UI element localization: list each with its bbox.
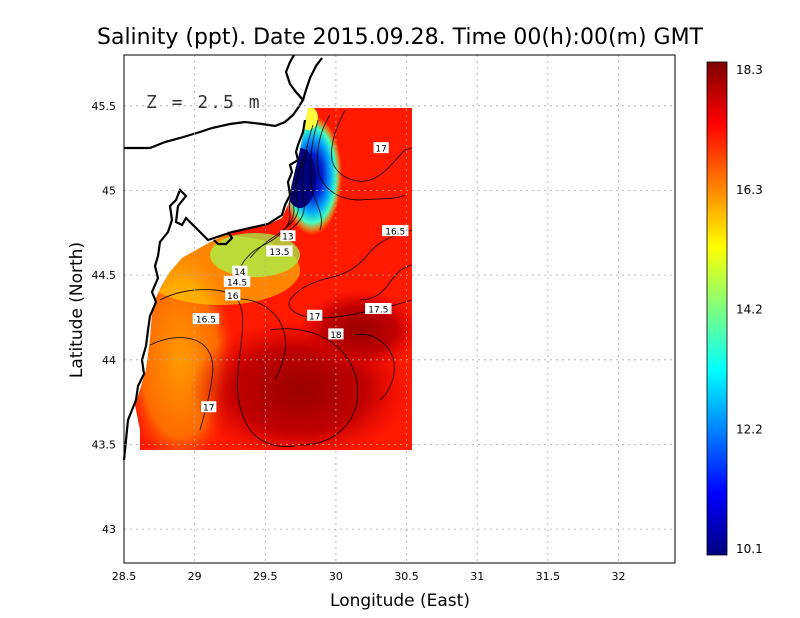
contour-label: 17 — [375, 145, 386, 155]
contour-label: 17.5 — [368, 306, 388, 316]
contour-label-bg — [365, 303, 392, 314]
depth-label: Z = 2.5 m — [146, 92, 262, 113]
y-axis-ticks: 43 43.5 44 44.5 45 45.5 — [92, 100, 117, 536]
colorbar-tick-label: 14.2 — [736, 303, 763, 317]
coastline — [122, 54, 323, 461]
contour-label-bg — [266, 245, 293, 257]
contour-label-bg — [328, 328, 344, 340]
x-tick-label: 30 — [329, 570, 343, 583]
x-axis-ticks: 28.5 29 29.5 30 30.5 31 31.5 32 — [112, 570, 626, 583]
x-tick-label: 28.5 — [112, 570, 137, 583]
contour-label: 14 — [234, 268, 246, 278]
y-tick-label: 44.5 — [92, 269, 117, 282]
y-tick-label: 45.5 — [92, 100, 117, 113]
colorbar-tick-label: 16.3 — [736, 183, 763, 197]
contour-label: 13 — [282, 233, 293, 243]
contour-label-bg — [223, 275, 251, 287]
colorbar-ticks: 18.3 16.3 14.2 12.2 10.1 — [736, 63, 763, 556]
colorbar-ramp — [706, 61, 728, 556]
contour-label: 17 — [309, 312, 320, 322]
land-mask — [124, 55, 305, 148]
contour-label: 13.5 — [269, 248, 289, 258]
contour-label: 14.5 — [227, 278, 247, 288]
y-tick-label: 43.5 — [92, 438, 117, 451]
x-tick-label: 30.5 — [394, 570, 419, 583]
contour-label-bg — [280, 230, 296, 242]
y-tick-label: 44 — [102, 354, 116, 367]
contour-label: 16.5 — [385, 228, 405, 238]
contour-label-bg — [232, 265, 248, 277]
contour-label: 16.5 — [196, 316, 216, 326]
y-tick-label: 45 — [102, 184, 116, 197]
x-axis-label: Longitude (East) — [330, 591, 470, 611]
contour-label-bg — [382, 225, 409, 237]
contour-lines — [149, 109, 413, 447]
colorbar-tick-label: 18.3 — [736, 63, 763, 77]
contour-label: 18 — [330, 331, 342, 341]
y-tick-label: 43 — [102, 523, 116, 536]
map-title: Salinity (ppt). Date 2015.09.28. Time 00… — [97, 25, 704, 50]
contour-label-bg — [201, 401, 217, 413]
x-tick-label: 31 — [470, 570, 484, 583]
x-tick-label: 29 — [188, 570, 202, 583]
contour-label: 16 — [227, 292, 239, 302]
contour-label: 17 — [203, 404, 214, 414]
colorbar: 18.3 16.3 14.2 12.2 10.1 — [706, 61, 763, 556]
x-tick-label: 32 — [611, 570, 625, 583]
x-tick-label: 31.5 — [536, 570, 561, 583]
x-tick-label: 29.5 — [253, 570, 278, 583]
contour-label-bg — [307, 309, 323, 321]
colorbar-tick-label: 10.1 — [736, 542, 763, 556]
salinity-field — [135, 108, 412, 450]
y-axis-label: Latitude (North) — [67, 242, 87, 378]
colorbar-tick-label: 12.2 — [736, 422, 763, 436]
contour-label-bg — [192, 313, 220, 325]
contour-label-bg — [373, 142, 389, 154]
map-frame — [123, 54, 676, 564]
map-grid — [124, 55, 675, 563]
contour-label-bg — [225, 289, 241, 301]
